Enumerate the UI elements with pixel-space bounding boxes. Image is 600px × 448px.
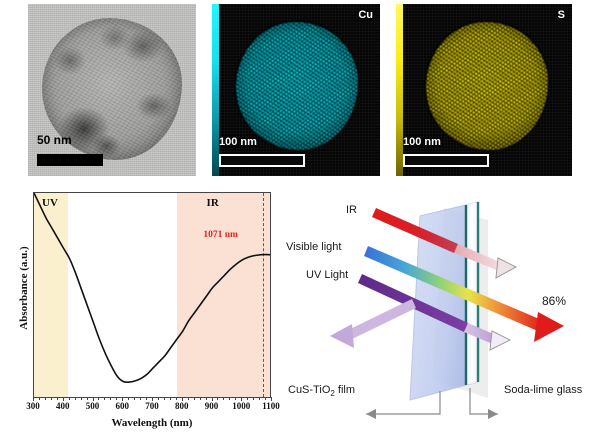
plot-area: UV IR 1071 nm — [33, 192, 271, 398]
x-axis-minor-tick — [199, 397, 201, 400]
x-axis-tick-mark — [62, 397, 64, 401]
x-axis-tick-label: 900 — [204, 401, 219, 411]
cu-scalebar-rule — [219, 154, 305, 167]
x-axis-minor-tick — [140, 397, 142, 400]
cu-intensity-colorbar — [212, 4, 219, 176]
x-axis-minor-tick — [193, 397, 195, 400]
uv-light-label: UV Light — [306, 269, 349, 281]
x-axis-minor-tick — [50, 397, 52, 400]
x-axis-tick-label: 400 — [56, 401, 70, 411]
eds-map-panel-cu: Cu 100 nm — [212, 4, 380, 176]
x-axis-minor-tick — [247, 397, 249, 400]
element-label-s: S — [557, 9, 565, 21]
x-axis-tick-label: 800 — [175, 401, 189, 411]
x-axis-minor-tick — [80, 397, 82, 400]
light-transmission-schematic: IR Visible light UV Light 86% CuS-TiO2 f… — [286, 186, 600, 448]
x-axis-tick-mark — [152, 397, 153, 401]
x-axis-tick-mark — [33, 397, 34, 401]
x-axis-minor-tick — [68, 397, 70, 400]
peak-wavelength-label: 1071 nm — [203, 230, 238, 241]
x-axis-minor-tick — [205, 397, 207, 400]
s-intensity-colorbar — [396, 4, 403, 176]
x-axis-tick-label: 600 — [115, 401, 130, 411]
x-axis-minor-tick — [98, 397, 100, 400]
y-axis-label: Absorbance (a.u.) — [18, 246, 30, 330]
glass-caption: Soda-lime glass — [504, 384, 583, 396]
x-axis-minor-tick — [157, 397, 159, 400]
ir-beam-blocked-out — [454, 244, 518, 279]
uv-region-label: UV — [42, 197, 58, 209]
x-axis-minor-tick — [86, 397, 88, 400]
x-axis-tick-label: 1000 — [232, 401, 251, 411]
x-axis-minor-tick — [265, 397, 267, 400]
x-axis-tick-mark — [271, 397, 272, 401]
x-axis-minor-tick — [175, 397, 177, 400]
x-axis-minor-tick — [259, 397, 261, 400]
x-axis-minor-tick — [110, 397, 112, 400]
tem-nanoparticle — [42, 18, 182, 160]
s-signal-blob — [424, 20, 550, 152]
absorbance-spectrum-chart: Absorbance (a.u.) UV IR 1071 nm 300 400 50… — [0, 186, 292, 448]
x-axis-label: Wavelength (nm) — [111, 417, 193, 429]
visible-light-label: Visible light — [286, 241, 342, 253]
x-axis-minor-tick — [134, 397, 136, 400]
x-axis-minor-tick — [223, 397, 225, 400]
ir-beam-label: IR — [346, 204, 357, 216]
x-axis-tick-mark — [122, 397, 124, 401]
peak-marker-line — [263, 193, 265, 397]
x-axis-tick-mark — [181, 397, 183, 401]
microscopy-panel-row: 50 nm Cu 100 nm S 100 nm — [0, 0, 600, 178]
x-axis-tick-mark — [92, 397, 94, 401]
x-axis-minor-tick — [116, 397, 118, 400]
eds-map-panel-s: S 100 nm — [396, 4, 572, 176]
x-axis-tick-mark — [241, 397, 243, 401]
x-axis-minor-tick — [146, 397, 148, 400]
tem-scalebar-label: 50 nm — [37, 133, 72, 147]
x-axis-tick-label: 1100 — [262, 401, 280, 411]
uv-beam-reflected — [330, 299, 416, 348]
visible-beam — [364, 246, 564, 342]
ir-region-label: IR — [206, 197, 219, 209]
x-axis-tick-label: 700 — [145, 401, 159, 411]
x-axis-minor-tick — [187, 397, 189, 400]
film-caption: CuS-TiO2 film — [288, 384, 355, 399]
uv-beam-blocked-out — [464, 323, 512, 351]
ir-beam-incident — [372, 208, 458, 253]
x-axis-tick-label: 300 — [26, 401, 40, 411]
tem-scalebar-rule — [37, 154, 103, 166]
ir-shaded-region — [176, 193, 270, 397]
x-axis-minor-tick — [104, 397, 106, 400]
x-axis-minor-tick — [169, 397, 171, 400]
absorbance-curve — [34, 193, 270, 384]
cu-signal-blob — [234, 20, 360, 152]
x-axis-minor-tick — [128, 397, 130, 400]
x-axis-ticks: 300 400 500 600 700 800 900 1000 1100 — [26, 397, 280, 414]
s-scalebar-label: 100 nm — [403, 136, 441, 148]
x-axis-tick-mark — [211, 397, 213, 401]
x-axis-minor-tick — [56, 397, 58, 400]
element-label-cu: Cu — [358, 9, 373, 21]
s-scalebar-rule — [403, 154, 489, 167]
x-axis-minor-tick — [253, 397, 255, 400]
x-axis-minor-tick — [44, 397, 46, 400]
transmittance-value: 86% — [542, 294, 567, 308]
x-axis-tick-label: 500 — [85, 401, 100, 411]
x-axis-minor-tick — [163, 397, 165, 400]
x-axis-minor-tick — [235, 397, 237, 400]
x-axis-minor-tick — [217, 397, 219, 400]
x-axis-minor-tick — [74, 397, 76, 400]
schematic-graphic — [330, 201, 564, 419]
x-axis-minor-tick — [38, 397, 40, 400]
cu-scalebar-label: 100 nm — [219, 136, 257, 148]
x-axis-minor-tick — [229, 397, 231, 400]
tem-image-panel: 50 nm — [28, 4, 196, 176]
